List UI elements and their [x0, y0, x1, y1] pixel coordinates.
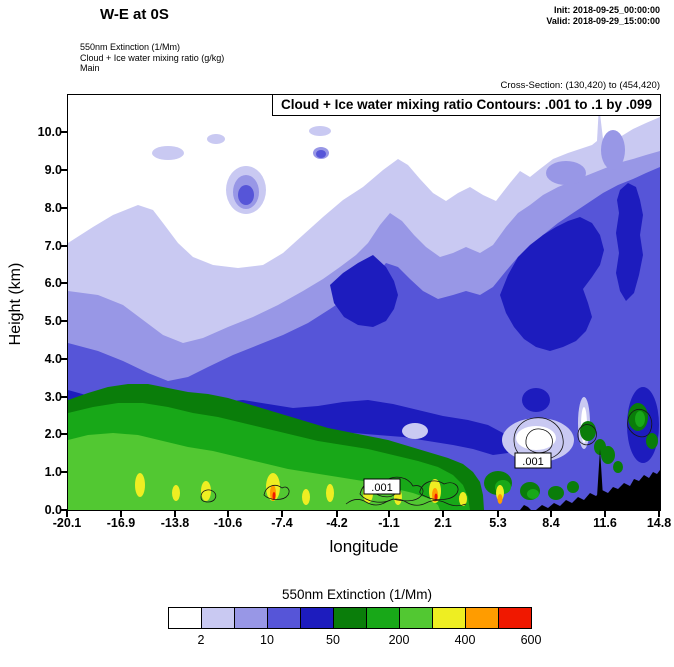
x-axis-title: longitude — [329, 537, 399, 556]
y-tick-label: 0.0 — [44, 503, 62, 517]
colorbar — [168, 607, 532, 629]
y-tick-mark — [60, 396, 67, 398]
x-tick-mark — [336, 511, 338, 517]
x-tick-mark — [658, 511, 660, 517]
colorbar-swatch — [300, 607, 334, 629]
colorbar-swatch — [201, 607, 235, 629]
x-tick-label: -16.9 — [106, 516, 136, 530]
field-description: 550nm Extinction (1/Mm) Cloud + Ice wate… — [80, 42, 224, 74]
colorbar-swatch — [465, 607, 499, 629]
y-tick-mark — [60, 245, 67, 247]
cross-section-field: .001 .001 — [68, 105, 660, 510]
field-line-cloud: Cloud + Ice water mixing ratio (g/kg) — [80, 52, 225, 63]
y-tick-label: 4.0 — [44, 352, 62, 366]
x-tick-mark — [174, 511, 176, 517]
fill-bin-10 — [272, 492, 438, 501]
y-tick-mark — [60, 282, 67, 284]
contour-label-2: .001 — [514, 452, 552, 469]
contour-info-box: Cloud + Ice water mixing ratio Contours:… — [272, 94, 661, 116]
x-tick-label: 11.6 — [593, 516, 617, 530]
y-tick-label: 6.0 — [44, 276, 62, 290]
colorbar-swatch — [333, 607, 367, 629]
x-tick-label: 5.3 — [489, 516, 507, 530]
y-tick-mark — [60, 169, 67, 171]
x-tick-label: -7.4 — [271, 516, 293, 530]
field-line-extinction: 550nm Extinction (1/Mm) — [80, 42, 181, 52]
x-tick-mark — [550, 511, 552, 517]
colorbar-swatch — [168, 607, 202, 629]
run-info: Init: 2018-09-25_00:00:00 Valid: 2018-09… — [546, 5, 660, 27]
valid-time: Valid: 2018-09-29_15:00:00 — [546, 16, 660, 26]
y-tick-label: 7.0 — [44, 239, 62, 253]
y-tick-label: 1.0 — [44, 465, 62, 479]
y-tick-mark — [60, 509, 67, 511]
y-tick-mark — [60, 433, 67, 435]
x-tick-mark — [66, 511, 68, 517]
svg-text:.001: .001 — [522, 456, 543, 468]
colorbar-tick-label: 600 — [520, 633, 542, 647]
y-tick-mark — [60, 320, 67, 322]
colorbar-title: 550nm Extinction (1/Mm) — [281, 587, 433, 602]
colorbar-swatch — [234, 607, 268, 629]
y-tick-label: 3.0 — [44, 390, 62, 404]
colorbar-tick-label: 400 — [454, 633, 476, 647]
x-tick-mark — [120, 511, 122, 517]
terrain-silhouette — [520, 449, 660, 510]
x-tick-mark — [227, 511, 229, 517]
y-tick-label: 10.0 — [37, 125, 62, 139]
field-line-grid: Main — [80, 63, 100, 73]
x-tick-label: 2.1 — [434, 516, 452, 530]
y-tick-label: 2.0 — [44, 427, 62, 441]
x-tick-label: -1.1 — [378, 516, 400, 530]
y-tick-mark — [60, 358, 67, 360]
plot-area: Cloud + Ice water mixing ratio Contours:… — [67, 94, 661, 511]
y-tick-mark — [60, 131, 67, 133]
fill-bin-7 — [68, 433, 440, 510]
page-title: W-E at 0S — [100, 6, 169, 23]
colorbar-tick-label: 200 — [388, 633, 410, 647]
y-tick-mark — [60, 207, 67, 209]
contour-label-1: .001 — [363, 478, 401, 495]
x-tick-label: -4.2 — [326, 516, 348, 530]
colorbar-swatch — [267, 607, 301, 629]
x-tick-label: -20.1 — [52, 516, 82, 530]
x-tick-mark — [388, 511, 390, 517]
x-tick-label: -10.6 — [213, 516, 243, 530]
cross-section-label: Cross-Section: (130,420) to (454,420) — [500, 80, 660, 91]
svg-text:.001: .001 — [371, 482, 392, 494]
colorbar-swatch — [432, 607, 466, 629]
x-tick-label: 8.4 — [542, 516, 560, 530]
colorbar-tick-label: 50 — [326, 633, 340, 647]
y-tick-label: 8.0 — [44, 201, 62, 215]
init-time: Init: 2018-09-25_00:00:00 — [553, 5, 660, 15]
colorbar-tick-label: 10 — [260, 633, 274, 647]
x-tick-label: 14.8 — [646, 516, 672, 530]
y-tick-mark — [60, 471, 67, 473]
colorbar-swatch — [366, 607, 400, 629]
colorbar-swatch — [498, 607, 532, 629]
x-tick-mark — [442, 511, 444, 517]
x-tick-mark — [604, 511, 606, 517]
colorbar-swatch — [399, 607, 433, 629]
y-tick-label: 5.0 — [44, 314, 62, 328]
x-tick-mark — [497, 511, 499, 517]
colorbar-tick-label: 2 — [197, 633, 205, 647]
y-tick-label: 9.0 — [44, 163, 62, 177]
x-tick-mark — [281, 511, 283, 517]
x-tick-label: -13.8 — [160, 516, 190, 530]
